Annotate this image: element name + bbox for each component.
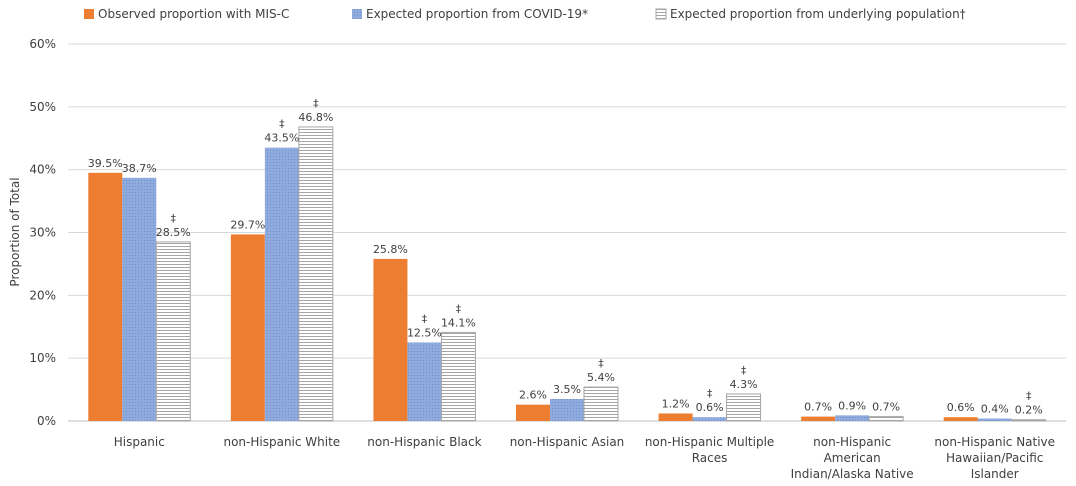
data-label: 0.9%: [838, 399, 866, 412]
x-tick-label: non-Hispanic: [813, 435, 891, 449]
significance-marker: ‡: [741, 364, 747, 377]
significance-marker: ‡: [279, 118, 285, 131]
bar: [264, 147, 299, 422]
data-labels: 39.5% 38.7%28.5%‡ 29.7%43.5%‡46.8%‡25.8%12…: [88, 97, 1043, 417]
data-label: 0.7%: [804, 401, 832, 414]
bar: [868, 416, 904, 422]
data-label: 14.1%: [441, 316, 476, 329]
data-label: 0.6%: [696, 401, 724, 414]
data-label: 29.7%: [230, 218, 265, 231]
data-label: 39.5%: [88, 157, 123, 170]
gridlines: [68, 43, 1066, 422]
significance-marker: ‡: [171, 212, 177, 225]
bar: [516, 404, 550, 421]
significance-marker: ‡: [313, 97, 319, 110]
data-label: 28.5%: [156, 226, 191, 239]
y-tick-label: 50%: [29, 100, 56, 114]
data-label: 25.8%: [373, 243, 408, 256]
data-label: 4.3%: [730, 378, 758, 391]
bar: [88, 172, 123, 421]
x-tick-label: Hispanic: [114, 435, 165, 449]
bar: [583, 386, 619, 422]
bar: [726, 393, 762, 422]
x-tick-label: Indian/Alaska Native: [791, 467, 914, 481]
significance-marker: ‡: [707, 387, 713, 400]
x-tick-label: Hawaiian/Pacific: [946, 451, 1043, 465]
data-label: 0.6%: [947, 401, 975, 414]
data-label: 46.8%: [298, 111, 333, 124]
legend-label: Observed proportion with MIS-C: [98, 7, 289, 21]
legend-swatch: [84, 9, 94, 19]
data-label: 0.7%: [872, 401, 900, 414]
y-axis-label: Proportion of Total: [8, 177, 22, 286]
y-tick-label: 10%: [29, 351, 56, 365]
bar: [373, 258, 408, 421]
bar: [230, 234, 265, 421]
x-tick-label: non-Hispanic Asian: [510, 435, 625, 449]
legend-swatch: [352, 9, 362, 19]
data-label: 38.7%: [122, 162, 157, 175]
bar: [440, 331, 476, 422]
bar: [658, 413, 693, 421]
bar: [550, 399, 584, 421]
data-label: 12.5%: [407, 326, 442, 339]
significance-marker: ‡: [598, 357, 604, 370]
bar: [801, 416, 836, 421]
bar-series-group: [88, 126, 1047, 422]
x-tick-label: Races: [692, 451, 728, 465]
y-tick-label: 0%: [37, 414, 56, 428]
bar: [298, 126, 334, 422]
legend-label: Expected proportion from COVID-19*: [366, 7, 588, 21]
y-tick-label: 60%: [29, 37, 56, 51]
bar: [943, 417, 978, 421]
x-tick-label: non-Hispanic White: [223, 435, 340, 449]
chart-legend: Observed proportion with MIS-C Expected p…: [84, 7, 966, 21]
data-label: 43.5%: [264, 132, 299, 145]
bar: [155, 241, 191, 422]
significance-marker: ‡: [456, 302, 462, 315]
legend-swatch: [655, 8, 667, 20]
data-label: 3.5%: [553, 383, 581, 396]
x-tick-label: non-Hispanic Multiple: [645, 435, 774, 449]
bar: [1011, 419, 1047, 422]
bar: [407, 342, 442, 421]
y-tick-label: 40%: [29, 163, 56, 177]
bar: [122, 177, 157, 421]
x-axis: Hispanic non-Hispanic White non-Hispanic B…: [114, 435, 1055, 481]
y-tick-label: 20%: [29, 288, 56, 302]
data-label: 2.6%: [519, 389, 547, 402]
data-label: 0.4%: [981, 402, 1009, 415]
data-label: 1.2%: [662, 397, 690, 410]
significance-marker: ‡: [422, 312, 428, 325]
x-tick-label: American: [824, 451, 881, 465]
x-tick-label: non-Hispanic Native: [934, 435, 1055, 449]
significance-marker: ‡: [1026, 390, 1032, 403]
bar: [692, 417, 727, 421]
bar: [977, 418, 1012, 421]
x-tick-label: Islander: [971, 467, 1019, 481]
bar: [835, 415, 870, 421]
y-axis: 0% 10% 20% 30% 40% 50% 60%: [29, 37, 56, 428]
y-tick-label: 30%: [29, 226, 56, 240]
data-label: 0.2%: [1015, 404, 1043, 417]
x-tick-label: non-Hispanic Black: [367, 435, 481, 449]
data-label: 5.4%: [587, 371, 615, 384]
legend-label: Expected proportion from underlying popu…: [670, 7, 966, 21]
